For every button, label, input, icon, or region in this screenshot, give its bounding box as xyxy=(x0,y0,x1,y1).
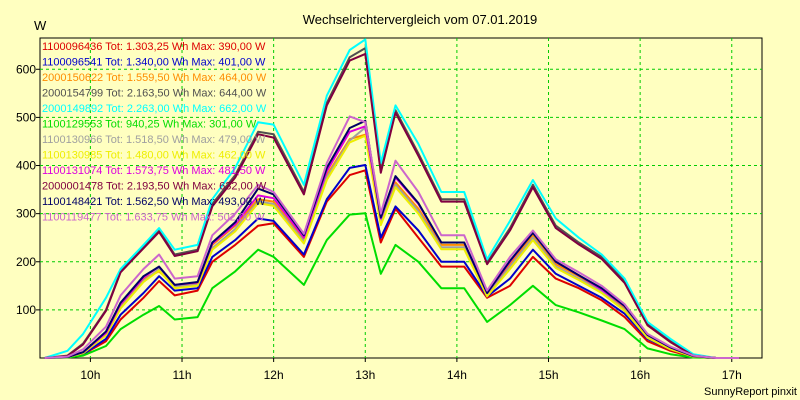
chart-title: Wechselrichtervergleich vom 07.01.2019 xyxy=(303,12,538,27)
y-tick-label: 100 xyxy=(16,303,36,317)
x-tick-label: 13h xyxy=(355,368,375,382)
footer-credit: SunnyReport pinxit xyxy=(704,386,797,398)
series-line-2000149892 xyxy=(44,38,740,359)
y-tick-label: 400 xyxy=(16,159,36,173)
y-tick-label: 200 xyxy=(16,255,36,269)
y-axis-unit-label: W xyxy=(34,18,47,33)
legend-entry-1100096541: 1100096541 Tot: 1.340,00 Wh Max: 401,00 … xyxy=(42,57,266,69)
x-tick-label: 16h xyxy=(630,368,650,382)
legend-entry-2000001478: 2000001478 Tot: 2.193,50 Wh Max: 632,00 … xyxy=(42,181,267,193)
legend-entry-2000154799: 2000154799 Tot: 2.163,50 Wh Max: 644,00 … xyxy=(42,88,267,100)
series-line-1100119477 xyxy=(44,115,740,359)
series-line-1100129553 xyxy=(44,212,740,359)
x-tick-label: 11h xyxy=(172,368,191,382)
x-tick-label: 15h xyxy=(538,368,558,382)
x-tick-label: 14h xyxy=(447,368,467,382)
y-tick-label: 300 xyxy=(16,207,36,221)
legend-entry-1100130985: 1100130985 Tot: 1.480,00 Wh Max: 462,00 … xyxy=(42,150,266,162)
y-tick-label: 600 xyxy=(16,62,36,76)
x-tick-label: 12h xyxy=(264,368,284,382)
legend-entry-1100148421: 1100148421 Tot: 1.562,50 Wh Max: 493,00 … xyxy=(42,196,266,208)
x-tick-label: 17h xyxy=(722,368,742,382)
legend-entry-1100130966: 1100130966 Tot: 1.518,50 Wh Max: 479,00 … xyxy=(42,134,266,146)
series-line-1100096541 xyxy=(44,164,740,359)
series-line-1100096436 xyxy=(44,169,740,359)
legend-entry-2000150622: 2000150622 Tot: 1.559,50 Wh Max: 464,00 … xyxy=(42,72,267,84)
legend-entry-1100096436: 1100096436 Tot: 1.303,25 Wh Max: 390,00 … xyxy=(42,41,266,53)
plot-frame xyxy=(39,37,763,359)
legend-entry-1100129553: 1100129553 Tot: 940,25 Wh Max: 301,00 W xyxy=(42,119,257,131)
legend-entry-1100119477: 1100119477 Tot: 1.633,75 Wh Max: 502,00 … xyxy=(42,212,265,224)
plot-area: 10h 11h 12h 13h 14h 15h 16h 17h 100 200 300 400 500 6… xyxy=(16,37,763,382)
x-tick-label: 10h xyxy=(80,368,100,382)
y-tick-label: 500 xyxy=(16,110,36,124)
legend-entry-2000149892: 2000149892 Tot: 2.263,00 Wh Max: 662,00 … xyxy=(42,103,267,115)
series-line-1100130985 xyxy=(44,134,740,359)
series-line-2000001478 xyxy=(44,52,740,359)
legend-entry-1100131074: 1100131074 Tot: 1.573,75 Wh Max: 481,50 … xyxy=(42,165,266,177)
